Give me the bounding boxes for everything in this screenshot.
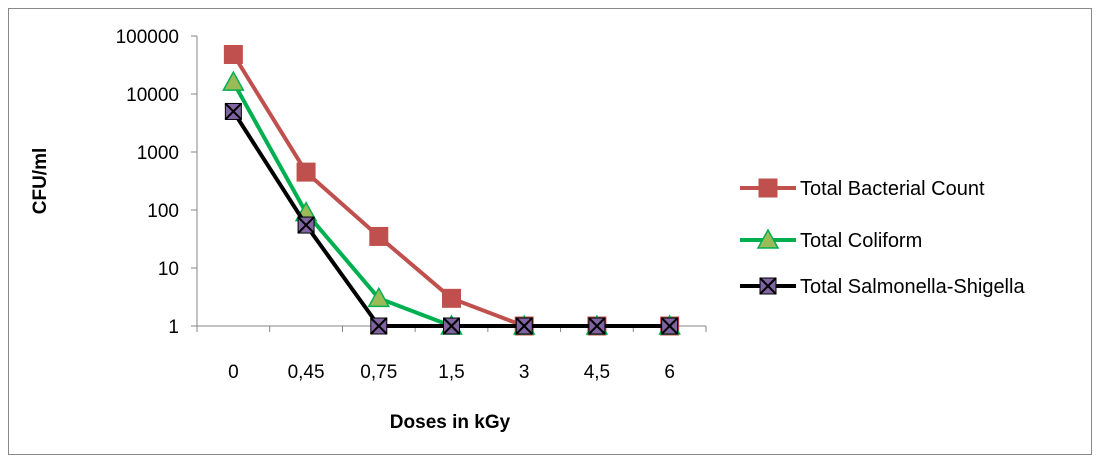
y-tick-label: 100000 (116, 27, 179, 48)
x-tick-label: 1,5 (438, 362, 464, 383)
marker-cross (588, 317, 606, 335)
series-layer (222, 44, 681, 336)
axes (196, 36, 706, 327)
data-point (588, 317, 606, 335)
legend-marker (759, 277, 777, 295)
data-point (222, 70, 245, 91)
legend-label: Total Coliform (800, 230, 922, 252)
marker-cross (442, 317, 461, 335)
y-ticks: 1 10 100 1000 10000 100000 (116, 27, 197, 338)
data-point (515, 317, 533, 335)
marker-cross (224, 102, 243, 121)
marker-cross (660, 317, 679, 335)
legend-label: Total Salmonella-Shigella (800, 276, 1025, 298)
series-line (231, 53, 670, 328)
x-ticks: 0 0,45 0,75 1,5 3 4,5 6 (196, 326, 707, 383)
x-tick-label: 0 (228, 362, 239, 383)
y-tick-label: 10 (158, 259, 179, 280)
legend-item: Total Bacterial Count (740, 178, 985, 200)
legend-item: Total Coliform (740, 228, 922, 252)
data-point (369, 226, 389, 246)
x-axis-title: Doses in kGy (390, 412, 511, 433)
legend-label: Total Bacterial Count (800, 178, 985, 200)
x-tick-label: 6 (664, 362, 675, 383)
data-point (660, 317, 679, 335)
data-point (442, 288, 461, 308)
y-axis-title: CFU/ml (30, 148, 51, 215)
x-tick-label: 0,75 (360, 362, 397, 383)
chart-frame (8, 8, 1092, 455)
x-tick-label: 0,45 (288, 362, 325, 383)
series-3 (224, 102, 679, 335)
y-tick-label: 10000 (126, 85, 179, 106)
legend-marker (758, 178, 778, 198)
data-point (224, 102, 243, 121)
legend-marker (756, 228, 780, 249)
marker-cross (370, 317, 388, 335)
marker-cross (297, 216, 315, 234)
marker-cross (759, 277, 777, 295)
data-point (367, 286, 391, 308)
data-point (297, 216, 315, 234)
y-tick-label: 100 (147, 201, 179, 222)
legend: Total Bacterial Count Total Coliform Total… (740, 178, 1025, 298)
legend-item: Total Salmonella-Shigella (740, 276, 1025, 298)
x-tick-label: 4,5 (584, 362, 610, 383)
marker-cross (515, 317, 533, 335)
data-point (442, 317, 461, 335)
y-tick-label: 1 (168, 317, 179, 338)
data-point (296, 162, 316, 182)
y-tick-label: 1000 (137, 143, 179, 164)
data-point (370, 317, 388, 335)
data-point (223, 44, 243, 64)
x-tick-label: 3 (519, 362, 530, 383)
